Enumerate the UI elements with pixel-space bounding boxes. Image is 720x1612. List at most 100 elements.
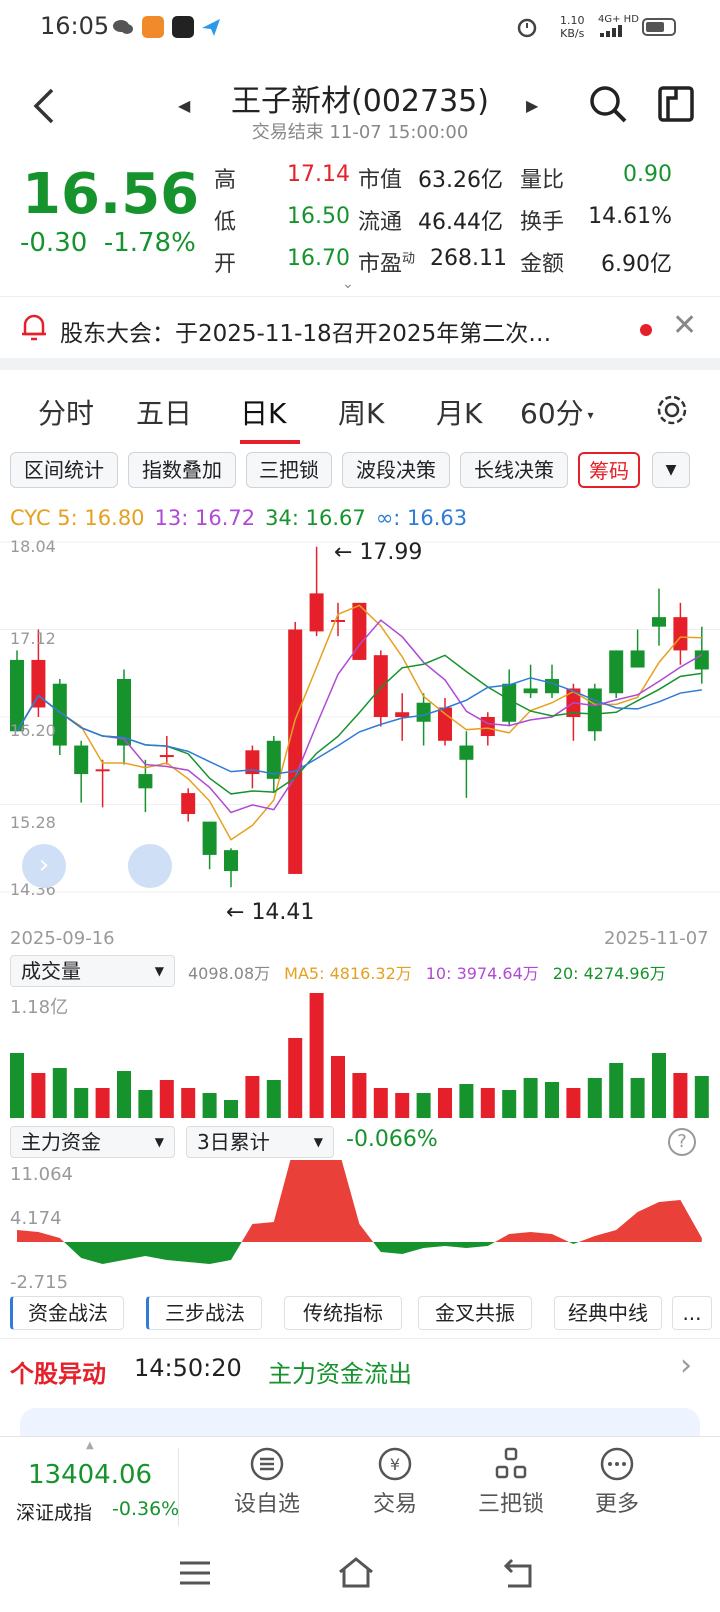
nav-trade[interactable]: ¥ 交易 bbox=[340, 1446, 450, 1518]
low-value: 16.50 bbox=[287, 204, 350, 229]
candle-body bbox=[480, 717, 495, 737]
candle-body bbox=[416, 702, 431, 722]
close-icon[interactable]: ✕ bbox=[672, 308, 698, 343]
fund-area-positive bbox=[17, 1160, 702, 1242]
alert-row[interactable] bbox=[0, 1338, 720, 1394]
main-fund-dropdown[interactable]: 主力资金 ▼ bbox=[10, 1126, 175, 1158]
settings-icon[interactable] bbox=[654, 392, 690, 428]
chevron-right-icon[interactable]: › bbox=[22, 844, 66, 888]
y-label-3: 16.20 bbox=[10, 721, 56, 740]
ma-line bbox=[16, 619, 703, 814]
tab-daily-k[interactable]: 日K bbox=[240, 397, 287, 430]
kline-chart[interactable] bbox=[0, 530, 720, 902]
index-overlay-button[interactable]: 指数叠加 bbox=[128, 452, 236, 488]
market-cap-label: 市值 bbox=[358, 168, 403, 193]
expand-chevron-icon[interactable]: ⌄ bbox=[342, 276, 354, 292]
low-marker: ← 14.41 bbox=[226, 900, 315, 925]
volume-bar bbox=[224, 1100, 238, 1118]
alert-title: 个股异动 bbox=[10, 1360, 106, 1388]
strategy-tab-golden-cross[interactable]: 金叉共振 bbox=[418, 1296, 532, 1330]
volume-ratio-label: 量比 bbox=[520, 168, 565, 193]
market-cap-value: 63.26亿 bbox=[418, 168, 503, 193]
pe-label: 市盈动 bbox=[358, 251, 416, 277]
tab-monthly-k[interactable]: 月K bbox=[436, 397, 483, 430]
float-cap-label: 流通 bbox=[358, 210, 403, 235]
chip-button[interactable]: 筹码 bbox=[578, 452, 640, 488]
tab-weekly-k[interactable]: 周K bbox=[338, 397, 385, 430]
fund-y-mid: 4.174 bbox=[10, 1208, 62, 1229]
trade-status: 交易结束 11-07 15:00:00 bbox=[251, 122, 469, 143]
volume-bar bbox=[352, 1073, 367, 1118]
fund-chart bbox=[17, 1160, 702, 1264]
strategy-more[interactable]: ... bbox=[672, 1296, 712, 1330]
wave-decision-button[interactable]: 波段决策 bbox=[342, 452, 450, 488]
volume-bar bbox=[673, 1073, 688, 1118]
volume-bar bbox=[181, 1088, 196, 1118]
home-icon[interactable] bbox=[336, 1556, 376, 1590]
promo-banner[interactable] bbox=[20, 1408, 700, 1438]
nav-add-watchlist[interactable]: 设自选 bbox=[212, 1446, 322, 1518]
volume-bar bbox=[609, 1063, 624, 1118]
share-icon[interactable] bbox=[656, 84, 696, 124]
y-label-2: 17.12 bbox=[10, 629, 56, 648]
svg-text:¥: ¥ bbox=[390, 1455, 400, 1474]
volume-bar bbox=[459, 1084, 474, 1118]
strategy-tab-classic[interactable]: 经典中线 bbox=[554, 1296, 662, 1330]
nav-three-locks[interactable]: 三把锁 bbox=[456, 1446, 566, 1518]
tool-float-icon[interactable] bbox=[128, 844, 172, 888]
index-value[interactable]: 13404.06 bbox=[28, 1460, 153, 1490]
next-stock-icon[interactable]: ▶ bbox=[526, 96, 539, 115]
fund-value: -0.066% bbox=[346, 1127, 438, 1152]
index-change: -0.36% bbox=[112, 1498, 180, 1520]
pe-value: 268.11 bbox=[430, 246, 507, 271]
strategy-tab-fund[interactable]: 资金战法 bbox=[10, 1296, 124, 1330]
strategy-tab-three-step[interactable]: 三步战法 bbox=[146, 1296, 262, 1330]
back-nav-icon[interactable] bbox=[502, 1556, 536, 1590]
interval-stats-button[interactable]: 区间统计 bbox=[10, 452, 118, 488]
list-icon bbox=[250, 1447, 284, 1481]
notice-text[interactable]: 股东大会：于2025-11-18召开2025年第二次… bbox=[60, 321, 552, 347]
candle-body bbox=[352, 602, 367, 660]
more-tools-icon[interactable]: ▼ bbox=[652, 452, 690, 488]
fund-period-dropdown[interactable]: 3日累计 ▼ bbox=[186, 1126, 334, 1158]
chevron-right-icon[interactable]: › bbox=[680, 1348, 692, 1383]
strategy-tab-traditional[interactable]: 传统指标 bbox=[284, 1296, 402, 1330]
high-label: 高 bbox=[214, 168, 237, 193]
app-notice-icon bbox=[142, 16, 164, 38]
start-date: 2025-09-16 bbox=[10, 928, 115, 949]
volume-bar bbox=[480, 1088, 495, 1118]
prev-stock-icon[interactable]: ◀ bbox=[178, 96, 191, 115]
low-label: 低 bbox=[214, 210, 237, 235]
candle-body bbox=[373, 655, 388, 717]
volume-dropdown[interactable]: 成交量 ▼ bbox=[10, 955, 175, 987]
volume-bar bbox=[74, 1088, 89, 1118]
nav-more[interactable]: 更多 bbox=[562, 1446, 672, 1518]
tab-60min[interactable]: 60分 ▾ bbox=[520, 397, 594, 430]
candle-body bbox=[459, 745, 474, 760]
back-icon[interactable] bbox=[30, 84, 60, 128]
tab-intraday[interactable]: 分时 bbox=[38, 397, 95, 430]
tab-five-day[interactable]: 五日 bbox=[136, 397, 193, 430]
volume-bar bbox=[502, 1090, 517, 1118]
volume-bar bbox=[309, 993, 324, 1118]
candle-body bbox=[587, 688, 602, 732]
search-icon[interactable] bbox=[588, 84, 628, 124]
long-decision-button[interactable]: 长线决策 bbox=[460, 452, 568, 488]
volume-bar bbox=[587, 1078, 602, 1118]
bottom-nav bbox=[0, 1436, 720, 1536]
notice-bar[interactable] bbox=[0, 296, 720, 358]
three-locks-button[interactable]: 三把锁 bbox=[246, 452, 332, 488]
candle-body bbox=[395, 712, 410, 717]
candle-body bbox=[95, 769, 110, 772]
candle-body bbox=[523, 688, 538, 694]
help-icon[interactable]: ? bbox=[668, 1128, 696, 1156]
high-marker: ← 17.99 bbox=[334, 540, 423, 565]
candle-body bbox=[159, 755, 174, 758]
candle-body bbox=[74, 745, 89, 775]
stock-title: 王子新材(002735) bbox=[231, 84, 489, 119]
menu-icon[interactable] bbox=[178, 1558, 212, 1588]
open-label: 开 bbox=[214, 252, 237, 277]
fund-y-bottom: -2.715 bbox=[10, 1272, 69, 1293]
candle-body bbox=[438, 707, 452, 741]
lock-icon bbox=[495, 1447, 527, 1479]
